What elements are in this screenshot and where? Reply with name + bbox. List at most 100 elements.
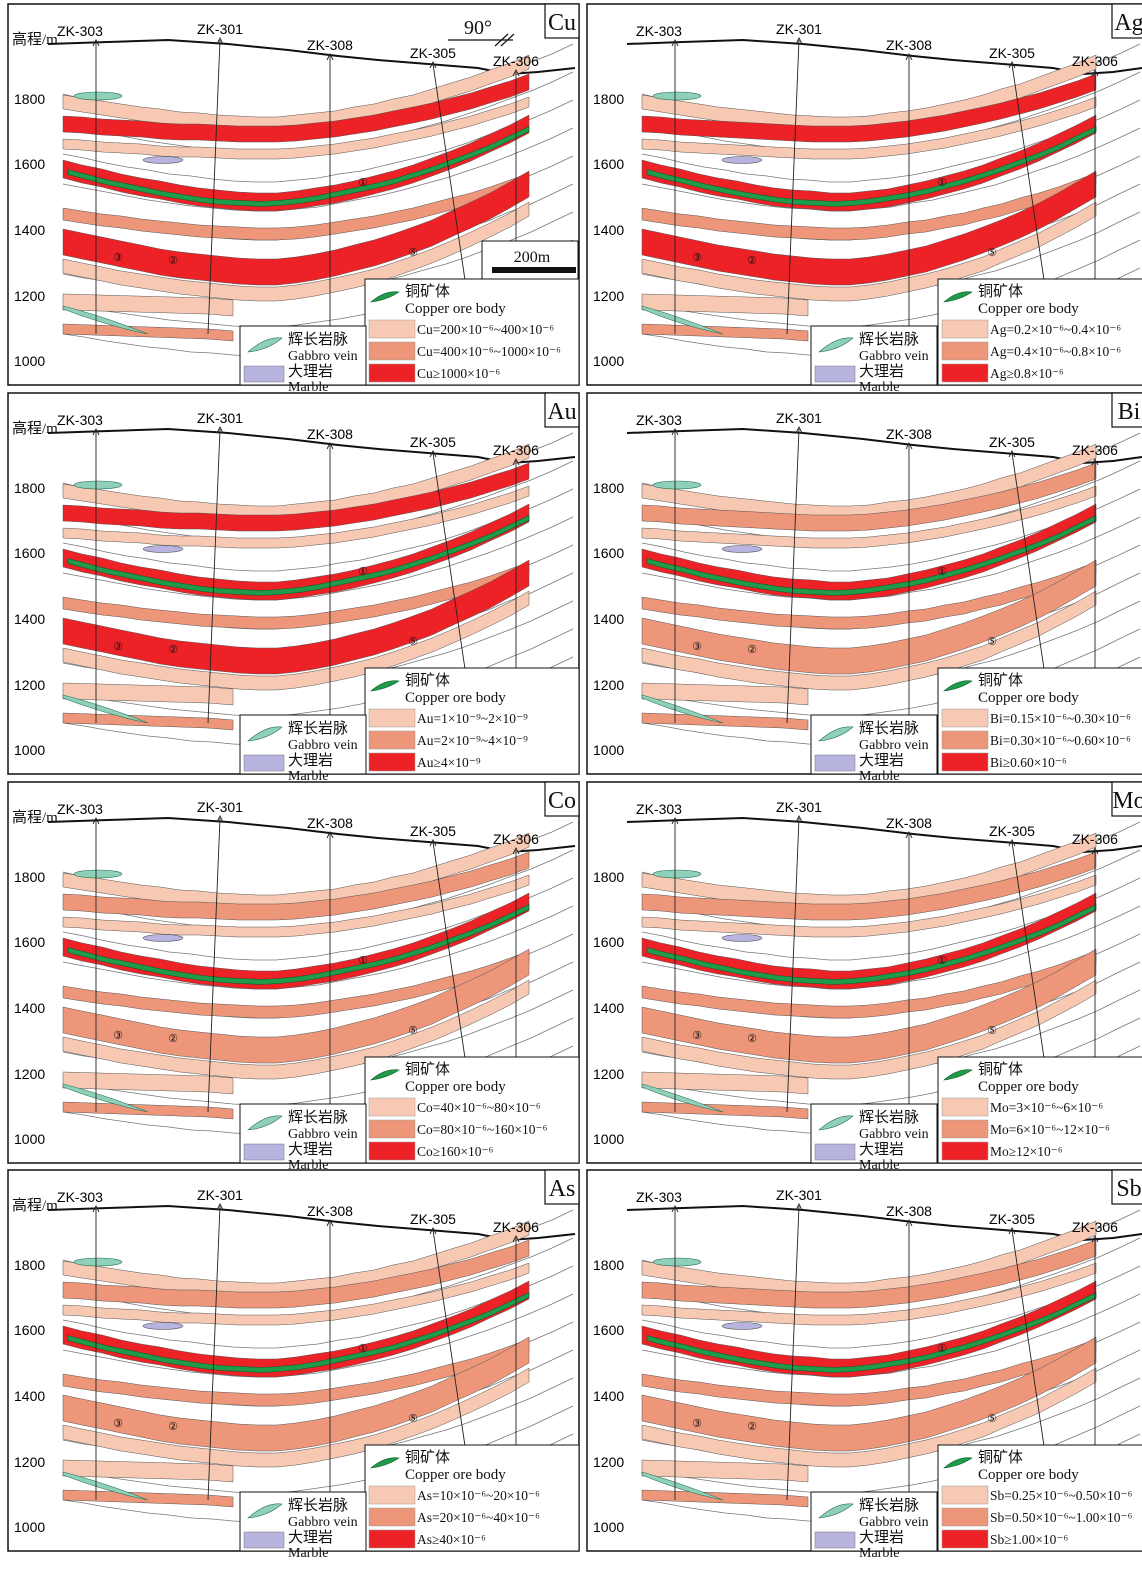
legend-grade-low-swatch xyxy=(941,1485,989,1505)
legend-marble-swatch xyxy=(243,754,285,772)
grade-band xyxy=(641,170,1097,286)
elevation-tick: 1800 xyxy=(593,480,624,496)
drillhole-label: ZK-301 xyxy=(776,410,822,426)
legend-grade-high-swatch xyxy=(368,752,416,772)
legend-marble-en: Marble xyxy=(288,1546,328,1561)
drillhole-label: ZK-306 xyxy=(493,1219,539,1235)
legend-grade-low-swatch xyxy=(368,1097,416,1117)
legend-grade-mid: Sb=0.50×10⁻⁶~1.00×10⁻⁶ xyxy=(990,1510,1133,1525)
stratum-boundary xyxy=(641,516,1141,601)
element-label: Bi xyxy=(1118,399,1141,425)
panel-au: Au 高程/m 1800 1600 1400 1200 1000 ZK-303 ZK-301 ZK… xyxy=(7,392,580,784)
ore-body-number: ③ xyxy=(113,641,123,653)
ore-body-number: ⑤ xyxy=(408,1413,418,1425)
element-label: Cu xyxy=(548,10,576,36)
legend-grade-high-swatch xyxy=(941,363,989,383)
drillhole-label: ZK-308 xyxy=(886,1203,932,1219)
drillhole-marker xyxy=(512,1234,520,1243)
drillhole-trace xyxy=(786,1205,800,1501)
drillhole-label: ZK-303 xyxy=(636,23,682,39)
drillhole-marker xyxy=(905,1218,913,1227)
legend-marble-cn: 大理岩 xyxy=(859,1529,904,1546)
element-label-box xyxy=(1111,781,1142,817)
drillhole-trace xyxy=(786,817,800,1113)
legend-gabbro-swatch xyxy=(247,1503,283,1519)
drillhole-marker xyxy=(671,816,679,825)
elevation-tick: 1000 xyxy=(593,1519,624,1535)
legend-gabbro-en: Gabbro vein xyxy=(859,349,929,364)
drillhole-marker xyxy=(429,1226,437,1235)
legend-marble-swatch xyxy=(814,1143,856,1161)
grade-band xyxy=(62,201,530,302)
legend-marble-swatch xyxy=(243,365,285,383)
elevation-tick: 1600 xyxy=(593,934,624,950)
elevation-tick: 1400 xyxy=(593,1388,624,1404)
drillhole-marker xyxy=(216,1202,224,1211)
element-label: As xyxy=(549,1176,576,1202)
stratum-boundary xyxy=(62,1017,574,1106)
legend-grade-mid-swatch xyxy=(368,1119,416,1139)
element-label-box xyxy=(1111,392,1142,428)
drillhole-label: ZK-303 xyxy=(636,412,682,428)
stratum-boundary xyxy=(641,1293,1141,1378)
grade-band xyxy=(641,1071,809,1095)
gabbro-vein xyxy=(73,1257,123,1267)
element-label-box xyxy=(544,1169,580,1205)
copper-ore-body xyxy=(67,1292,530,1373)
ore-body-number: ① xyxy=(358,566,368,578)
legend-marble-cn: 大理岩 xyxy=(859,363,904,380)
element-label-box xyxy=(1111,3,1142,39)
gabbro-vein xyxy=(641,694,724,724)
stratum-boundary xyxy=(641,905,1141,990)
ore-body-number: ① xyxy=(358,955,368,967)
drillhole-label: ZK-305 xyxy=(989,823,1035,839)
elevation-tick: 1000 xyxy=(593,1131,624,1147)
element-label: Mo xyxy=(1112,788,1142,814)
drillhole-marker xyxy=(216,36,224,45)
legend-ore-cn: 铜矿体 xyxy=(405,1449,450,1466)
grade-band xyxy=(62,1336,530,1452)
ore-body-number: ② xyxy=(168,644,178,656)
drillhole-label: ZK-303 xyxy=(636,801,682,817)
elevation-tick: 1400 xyxy=(14,611,45,627)
legend-grade-low-swatch xyxy=(368,708,416,728)
legend-gabbro-cn: 辉长岩脉 xyxy=(859,1497,919,1514)
drillhole-label: ZK-308 xyxy=(886,37,932,53)
ore-body-number: ② xyxy=(747,1421,757,1433)
ore-body-number: ⑤ xyxy=(987,1413,997,1425)
legend-marble-en: Marble xyxy=(859,769,899,784)
legend-grade-high: Ag≥0.8×10⁻⁶ xyxy=(990,366,1064,381)
ore-body-number: ① xyxy=(937,566,947,578)
legend-gabbro-cn: 辉长岩脉 xyxy=(288,331,348,348)
grade-band xyxy=(62,1280,530,1378)
copper-ore-body xyxy=(646,515,1097,596)
legend-grade-high: Co≥160×10⁻⁶ xyxy=(417,1144,494,1159)
drillhole-marker xyxy=(1091,68,1099,77)
gabbro-vein xyxy=(73,869,123,879)
grade-band xyxy=(641,462,1097,532)
gabbro-vein xyxy=(73,91,123,101)
legend-gabbro-en: Gabbro vein xyxy=(859,738,929,753)
ore-body-number: ① xyxy=(937,1343,947,1355)
legend-grade-low: Cu=200×10⁻⁶~400×10⁻⁶ xyxy=(417,322,554,337)
stratum-boundary xyxy=(641,1405,1141,1494)
grade-band xyxy=(62,1262,530,1326)
stratum-boundary xyxy=(62,1405,574,1494)
scale-bar-label: 200m xyxy=(514,249,551,266)
legend-marble-en: Marble xyxy=(288,769,328,784)
legend-ore-swatch xyxy=(370,680,400,692)
grade-band xyxy=(641,892,1097,990)
legend-ore-en: Copper ore body xyxy=(978,301,1079,317)
legend-ore-en: Copper ore body xyxy=(978,1467,1079,1483)
gabbro-vein xyxy=(652,1257,702,1267)
legend-ore-en: Copper ore body xyxy=(405,1079,506,1095)
ore-body-number: ② xyxy=(747,644,757,656)
drillhole-label: ZK-301 xyxy=(197,410,243,426)
ore-body-number: ⑤ xyxy=(987,1025,997,1037)
legend-marble-cn: 大理岩 xyxy=(288,363,333,380)
legend-grade-mid: Cu=400×10⁻⁶~1000×10⁻⁶ xyxy=(417,344,561,359)
legend-gabbro-cn: 辉长岩脉 xyxy=(859,331,919,348)
legend-ore-cn: 铜矿体 xyxy=(978,672,1023,689)
grade-band xyxy=(62,979,530,1080)
grade-band xyxy=(641,1489,809,1508)
